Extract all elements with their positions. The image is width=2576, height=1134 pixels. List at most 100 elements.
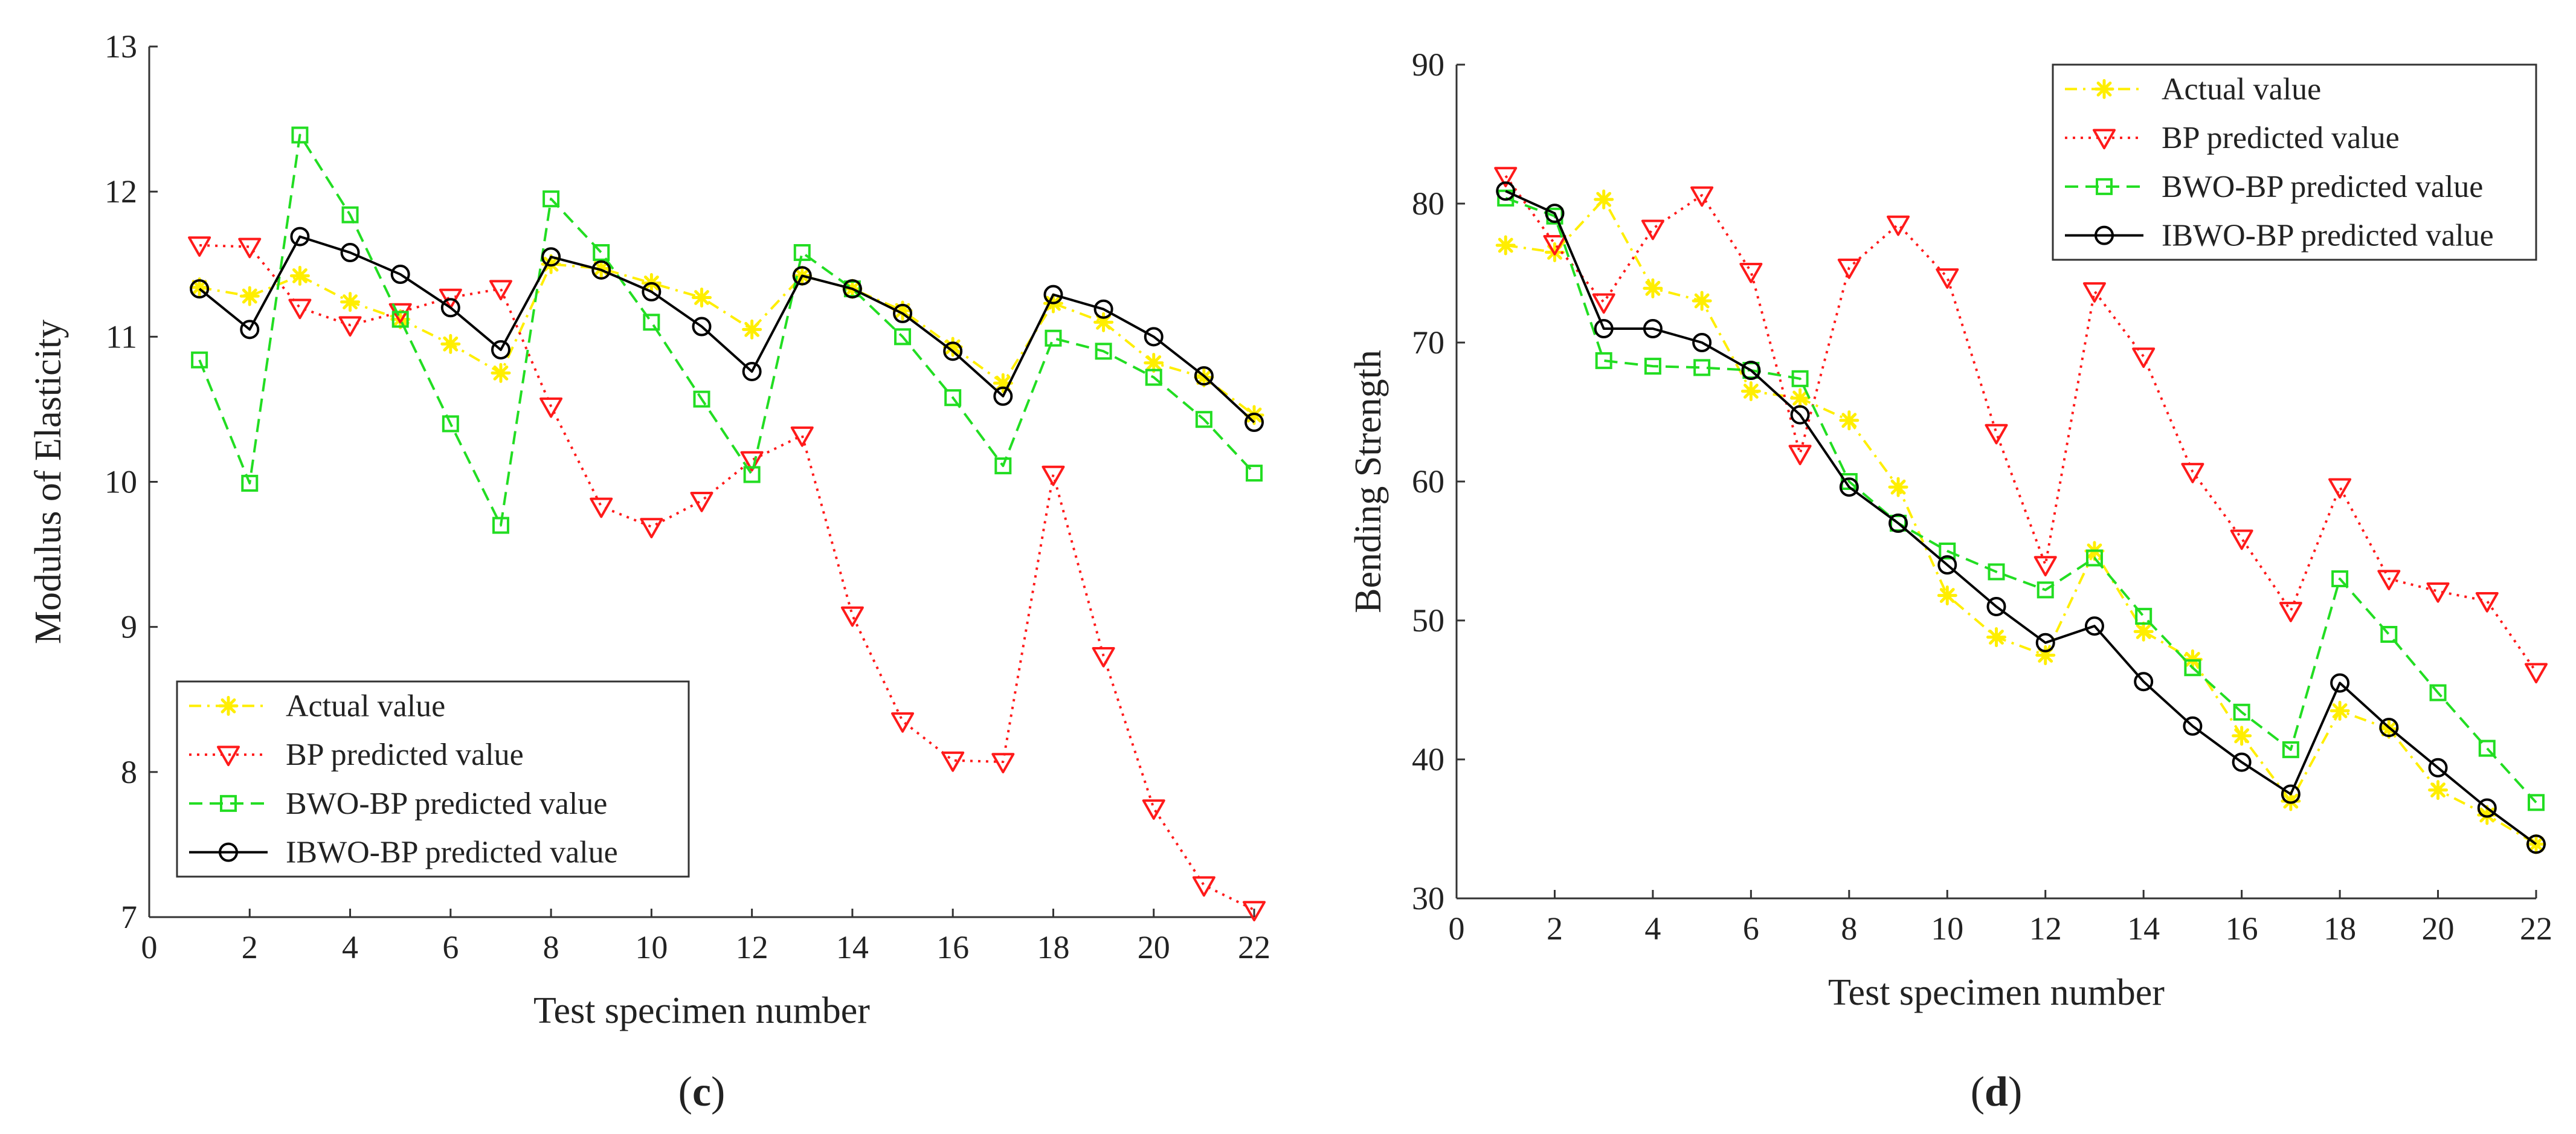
data-point bbox=[2429, 684, 2447, 701]
data-point bbox=[1145, 369, 1162, 386]
data-point bbox=[440, 333, 461, 354]
data-point bbox=[1693, 359, 1711, 376]
data-point bbox=[1545, 204, 1565, 224]
data-point bbox=[1643, 278, 1663, 298]
data-point bbox=[2233, 703, 2250, 721]
x-tick-label: 14 bbox=[836, 929, 869, 965]
data-point bbox=[2428, 780, 2449, 801]
data-point bbox=[1839, 477, 1859, 497]
data-point bbox=[943, 341, 963, 361]
data-point bbox=[2184, 659, 2201, 677]
data-point bbox=[591, 258, 611, 279]
data-point bbox=[2426, 582, 2450, 603]
data-point bbox=[539, 397, 563, 418]
data-point bbox=[842, 279, 862, 299]
data-point bbox=[1788, 445, 1812, 465]
data-point bbox=[241, 474, 259, 492]
x-tick-label: 18 bbox=[1037, 929, 1069, 965]
data-point bbox=[2330, 701, 2350, 721]
data-point bbox=[439, 288, 462, 309]
y-tick-label: 40 bbox=[1412, 741, 1444, 778]
series-2 bbox=[191, 126, 1263, 534]
data-point bbox=[238, 237, 262, 259]
x-tick-label: 22 bbox=[2520, 910, 2552, 947]
data-point bbox=[643, 314, 660, 331]
data-point bbox=[1690, 186, 1714, 207]
data-point bbox=[1592, 293, 1615, 314]
data-point bbox=[2528, 794, 2545, 811]
series-line bbox=[198, 134, 1255, 527]
x-tick-label: 10 bbox=[1931, 910, 1963, 947]
data-point bbox=[2477, 798, 2497, 818]
x-axis-title: Test specimen number bbox=[533, 990, 870, 1031]
legend-marker bbox=[2096, 178, 2113, 195]
data-point bbox=[1243, 901, 1266, 921]
data-point bbox=[1043, 285, 1063, 304]
data-point bbox=[1939, 543, 1956, 559]
data-point bbox=[2035, 633, 2055, 652]
series-line bbox=[198, 235, 1255, 424]
data-point bbox=[1093, 299, 1113, 319]
data-point bbox=[2477, 805, 2497, 825]
data-point bbox=[2133, 621, 2154, 642]
data-point bbox=[1644, 358, 1661, 375]
data-point bbox=[1889, 514, 1908, 533]
data-point bbox=[1192, 876, 1216, 897]
legend-marker bbox=[220, 794, 237, 812]
legend-label: BWO-BP predicted value bbox=[286, 787, 607, 821]
data-point bbox=[2035, 645, 2056, 665]
series-1 bbox=[1494, 167, 2548, 684]
panel-caption: (d) bbox=[1971, 1069, 2023, 1115]
data-point bbox=[642, 282, 662, 301]
legend-marker bbox=[2095, 225, 2114, 245]
x-tick-label: 2 bbox=[1547, 910, 1563, 947]
data-point bbox=[489, 280, 512, 301]
data-point bbox=[189, 277, 210, 298]
data-point bbox=[2281, 784, 2301, 804]
data-point bbox=[893, 303, 913, 323]
y-tick-label: 50 bbox=[1412, 602, 1444, 639]
data-point bbox=[693, 390, 710, 408]
data-point bbox=[1144, 353, 1164, 373]
series-line bbox=[1505, 198, 2537, 846]
data-point bbox=[793, 244, 811, 262]
data-point bbox=[1692, 291, 1712, 311]
data-point bbox=[1142, 799, 1165, 820]
x-tick-label: 20 bbox=[2422, 910, 2455, 947]
data-point bbox=[1986, 627, 2006, 648]
series-2 bbox=[1497, 189, 2545, 811]
data-point bbox=[1887, 215, 1910, 236]
data-point bbox=[1692, 333, 1712, 352]
y-tick-label: 9 bbox=[121, 609, 137, 645]
legend: Actual value BP predicted value BWO-BP pre… bbox=[2052, 63, 2537, 261]
data-point bbox=[1740, 381, 1761, 401]
data-point bbox=[991, 753, 1015, 774]
data-point bbox=[2085, 549, 2103, 567]
data-point bbox=[692, 317, 712, 337]
data-point bbox=[2232, 752, 2252, 772]
data-point bbox=[188, 236, 211, 257]
data-point bbox=[288, 298, 312, 320]
y-tick-label: 13 bbox=[105, 28, 137, 65]
series-line bbox=[199, 244, 1255, 911]
data-point bbox=[743, 466, 761, 483]
data-point bbox=[2282, 741, 2299, 758]
y-axis-title: Bending Strength bbox=[1348, 350, 1389, 613]
data-point bbox=[1837, 259, 1861, 279]
series-line bbox=[1505, 190, 2537, 845]
data-point bbox=[2033, 556, 2057, 576]
x-tick-label: 8 bbox=[1841, 910, 1857, 947]
data-point bbox=[2328, 478, 2352, 499]
y-tick-label: 12 bbox=[105, 173, 137, 210]
data-point bbox=[1791, 370, 1809, 387]
data-point bbox=[2330, 673, 2350, 693]
data-point bbox=[2279, 602, 2302, 622]
legend-label: BP predicted value bbox=[286, 738, 524, 772]
x-tick-label: 4 bbox=[1644, 910, 1661, 947]
data-point bbox=[1986, 597, 2006, 616]
series-3 bbox=[1496, 181, 2546, 854]
data-point bbox=[1496, 181, 1516, 201]
data-point bbox=[740, 451, 764, 472]
y-tick-label: 7 bbox=[121, 899, 137, 935]
data-point bbox=[2084, 616, 2104, 636]
